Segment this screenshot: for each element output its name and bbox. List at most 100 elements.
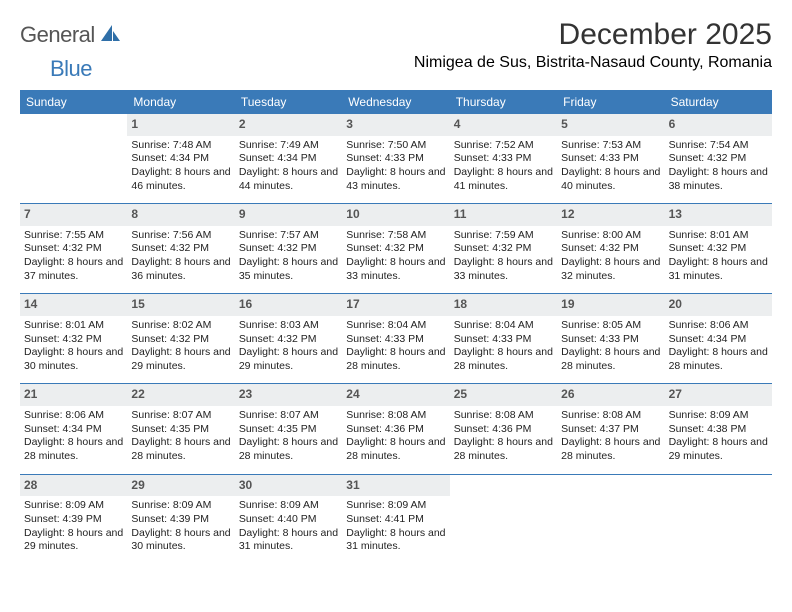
date-number: 3 — [342, 114, 449, 136]
date-number: 28 — [20, 475, 127, 497]
sunset-line: Sunset: 4:32 PM — [24, 333, 123, 347]
sunrise-line: Sunrise: 8:04 AM — [346, 319, 445, 333]
daylight-line: Daylight: 8 hours and 29 minutes. — [239, 346, 338, 373]
sunset-line: Sunset: 4:38 PM — [669, 423, 768, 437]
day-cell: 15Sunrise: 8:02 AMSunset: 4:32 PMDayligh… — [127, 294, 234, 379]
sunset-line: Sunset: 4:39 PM — [131, 513, 230, 527]
day-cell: 11Sunrise: 7:59 AMSunset: 4:32 PMDayligh… — [450, 204, 557, 289]
daylight-line: Daylight: 8 hours and 29 minutes. — [669, 436, 768, 463]
day-cell — [665, 475, 772, 560]
day-header: Saturday — [665, 90, 772, 114]
date-number: 25 — [450, 384, 557, 406]
sunset-line: Sunset: 4:33 PM — [561, 333, 660, 347]
daylight-line: Daylight: 8 hours and 28 minutes. — [454, 346, 553, 373]
daylight-line: Daylight: 8 hours and 35 minutes. — [239, 256, 338, 283]
week-row: 14 Sunrise: 8:01 AMSunset: 4:32 PM Dayligh… — [20, 294, 772, 379]
sunset-line: Sunset: 4:33 PM — [454, 333, 553, 347]
daylight-line: Daylight: 8 hours and 28 minutes. — [561, 436, 660, 463]
sunset-line: Sunset: 4:33 PM — [454, 152, 553, 166]
day-cell: 16Sunrise: 8:03 AMSunset: 4:32 PMDayligh… — [235, 294, 342, 379]
day-headers-row: SundayMondayTuesdayWednesdayThursdayFrid… — [20, 90, 772, 114]
daylight-line: Daylight: 8 hours and 32 minutes. — [561, 256, 660, 283]
day-cell: 13Sunrise: 8:01 AMSunset: 4:32 PMDayligh… — [665, 204, 772, 289]
date-number: 24 — [342, 384, 449, 406]
sunrise-line: Sunrise: 7:55 AM — [24, 229, 123, 243]
day-cell: 26Sunrise: 8:08 AMSunset: 4:37 PMDayligh… — [557, 384, 664, 469]
sunrise-line: Sunrise: 7:54 AM — [669, 139, 768, 153]
daylight-line: Daylight: 8 hours and 38 minutes. — [669, 166, 768, 193]
date-number: 14 — [20, 294, 127, 316]
sunrise-line: Sunrise: 8:07 AM — [131, 409, 230, 423]
day-cell: 27 Sunrise: 8:09 AMSunset: 4:38 PMDayligh… — [665, 384, 772, 469]
daylight-line: Daylight: 8 hours and 36 minutes. — [131, 256, 230, 283]
sunset-line: Sunset: 4:32 PM — [669, 152, 768, 166]
sunrise-line: Sunrise: 8:09 AM — [669, 409, 768, 423]
date-number: 12 — [557, 204, 664, 226]
day-cell: 9Sunrise: 7:57 AMSunset: 4:32 PMDaylight… — [235, 204, 342, 289]
daylight-line: Daylight: 8 hours and 31 minutes. — [239, 527, 338, 554]
sunset-line: Sunset: 4:33 PM — [346, 333, 445, 347]
sunrise-line: Sunrise: 8:05 AM — [561, 319, 660, 333]
date-number: 10 — [342, 204, 449, 226]
logo: General — [20, 22, 123, 48]
date-number: 29 — [127, 475, 234, 497]
location: Nimigea de Sus, Bistrita-Nasaud County, … — [414, 54, 772, 72]
day-cell — [450, 475, 557, 560]
sunset-line: Sunset: 4:40 PM — [239, 513, 338, 527]
daylight-line: Daylight: 8 hours and 28 minutes. — [669, 346, 768, 373]
sunset-line: Sunset: 4:36 PM — [454, 423, 553, 437]
sunset-line: Sunset: 4:32 PM — [669, 242, 768, 256]
sunset-line: Sunset: 4:34 PM — [669, 333, 768, 347]
sunrise-line: Sunrise: 8:08 AM — [454, 409, 553, 423]
date-number: 15 — [127, 294, 234, 316]
daylight-line: Daylight: 8 hours and 28 minutes. — [454, 436, 553, 463]
logo-sail-icon — [99, 23, 121, 48]
sunrise-line: Sunrise: 8:08 AM — [561, 409, 660, 423]
sunrise-line: Sunrise: 8:06 AM — [669, 319, 768, 333]
month-title: December 2025 — [414, 18, 772, 52]
sunrise-line: Sunrise: 7:50 AM — [346, 139, 445, 153]
day-cell: 21Sunrise: 8:06 AMSunset: 4:34 PMDayligh… — [20, 384, 127, 469]
date-number: 16 — [235, 294, 342, 316]
date-number: 27 — [665, 384, 772, 406]
date-number: 6 — [665, 114, 772, 136]
daylight-line: Daylight: 8 hours and 28 minutes. — [346, 346, 445, 373]
date-number: 30 — [235, 475, 342, 497]
sunrise-line: Sunrise: 8:00 AM — [561, 229, 660, 243]
daylight-line: Daylight: 8 hours and 37 minutes. — [24, 256, 123, 283]
sunset-line: Sunset: 4:37 PM — [561, 423, 660, 437]
sunset-line: Sunset: 4:35 PM — [239, 423, 338, 437]
sunrise-line: Sunrise: 8:09 AM — [346, 499, 445, 513]
sunrise-line: Sunrise: 8:08 AM — [346, 409, 445, 423]
day-header: Friday — [557, 90, 664, 114]
daylight-line: Daylight: 8 hours and 43 minutes. — [346, 166, 445, 193]
day-cell: 12Sunrise: 8:00 AMSunset: 4:32 PMDayligh… — [557, 204, 664, 289]
sunset-line: Sunset: 4:35 PM — [131, 423, 230, 437]
day-header: Thursday — [450, 90, 557, 114]
week-row: 21Sunrise: 8:06 AMSunset: 4:34 PMDayligh… — [20, 384, 772, 469]
date-number: 4 — [450, 114, 557, 136]
date-number: 23 — [235, 384, 342, 406]
date-number: 19 — [557, 294, 664, 316]
day-header: Tuesday — [235, 90, 342, 114]
title-block: December 2025 Nimigea de Sus, Bistrita-N… — [414, 18, 772, 72]
sunrise-line: Sunrise: 8:09 AM — [131, 499, 230, 513]
sunrise-line: Sunrise: 8:03 AM — [239, 319, 338, 333]
week-row: 7Sunrise: 7:55 AMSunset: 4:32 PMDaylight… — [20, 204, 772, 289]
sunrise-line: Sunrise: 7:52 AM — [454, 139, 553, 153]
day-cell: 28Sunrise: 8:09 AMSunset: 4:39 PMDayligh… — [20, 475, 127, 560]
date-number: 22 — [127, 384, 234, 406]
weeks-container: 1Sunrise: 7:48 AMSunset: 4:34 PMDaylight… — [20, 114, 772, 560]
logo-text-blue: Blue — [50, 56, 92, 82]
day-cell: 14Sunrise: 8:01 AMSunset: 4:32 PMDayligh… — [20, 294, 127, 379]
sunset-line: Sunset: 4:32 PM — [454, 242, 553, 256]
date-number: 5 — [557, 114, 664, 136]
daylight-line: Daylight: 8 hours and 40 minutes. — [561, 166, 660, 193]
day-cell: 10Sunrise: 7:58 AMSunset: 4:32 PMDayligh… — [342, 204, 449, 289]
date-number: 21 — [20, 384, 127, 406]
day-cell: 20Sunrise: 8:06 AMSunset: 4:34 PMDayligh… — [665, 294, 772, 379]
day-cell: 1Sunrise: 7:48 AMSunset: 4:34 PMDaylight… — [127, 114, 234, 199]
daylight-line: Daylight: 8 hours and 33 minutes. — [454, 256, 553, 283]
sunrise-line: Sunrise: 8:01 AM — [24, 319, 123, 333]
sunset-line: Sunset: 4:32 PM — [346, 242, 445, 256]
